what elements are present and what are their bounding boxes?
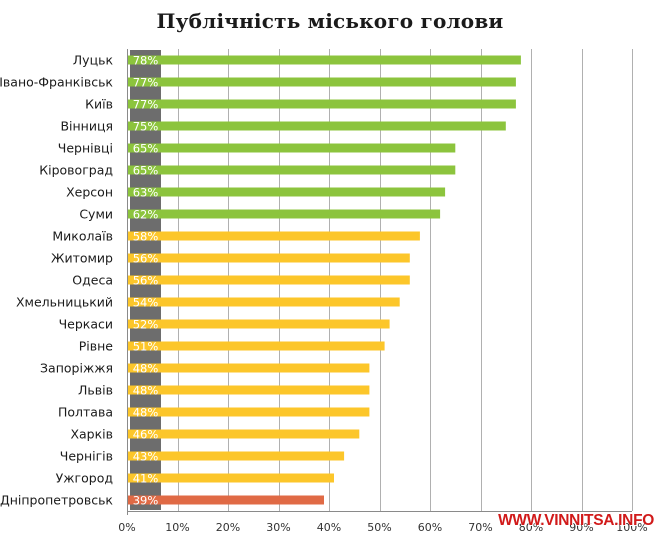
bar (128, 451, 345, 461)
data-label: 63% (133, 186, 159, 200)
category-label: Івано-Франківськ (0, 75, 113, 90)
bar (128, 385, 370, 395)
data-label: 75% (133, 120, 159, 134)
bar (128, 297, 400, 307)
bar (128, 473, 334, 483)
bar (128, 55, 521, 65)
category-label: Чернівці (58, 141, 113, 156)
bar (128, 99, 516, 109)
bar (128, 77, 516, 87)
bar (128, 429, 360, 439)
category-label: Херсон (66, 185, 113, 200)
category-label: Запоріжжя (40, 361, 113, 376)
bar (128, 165, 456, 175)
category-label: Ужгород (56, 471, 113, 486)
bar (128, 231, 420, 241)
bar (128, 121, 506, 131)
category-label: Харків (70, 427, 113, 442)
category-label: Львів (78, 383, 113, 398)
data-label: 65% (133, 142, 159, 156)
data-label: 48% (133, 406, 159, 420)
bar (128, 275, 410, 285)
category-label: Полтава (58, 405, 113, 420)
data-label: 52% (133, 318, 159, 332)
category-label: Хмельницький (16, 295, 113, 310)
category-label: Чернігів (60, 449, 113, 464)
x-tick-label: 20% (216, 521, 240, 534)
x-tick-label: 0% (118, 521, 135, 534)
data-label: 48% (133, 384, 159, 398)
category-label: Черкаси (59, 317, 113, 332)
data-label: 39% (133, 494, 159, 508)
chart-title: Публічність міського голови (156, 9, 504, 33)
data-label: 56% (133, 252, 159, 266)
bar (128, 253, 410, 263)
data-label: 78% (133, 54, 159, 68)
category-label: Рівне (79, 339, 114, 354)
bar (128, 363, 370, 373)
category-label: Київ (85, 97, 113, 112)
category-label: Суми (79, 207, 113, 222)
x-tick-label: 70% (468, 521, 492, 534)
data-label: 65% (133, 164, 159, 178)
data-label: 46% (133, 428, 159, 442)
x-tick-label: 50% (367, 521, 391, 534)
data-label: 54% (133, 296, 159, 310)
data-label: 62% (133, 208, 159, 222)
x-tick-label: 10% (165, 521, 189, 534)
data-label: 56% (133, 274, 159, 288)
bar (128, 319, 390, 329)
bar (128, 209, 441, 219)
bar (128, 143, 456, 153)
category-label: Миколаїв (52, 229, 113, 244)
data-label: 41% (133, 472, 159, 486)
category-label: Житомир (51, 251, 113, 266)
category-label: Одеса (72, 273, 113, 288)
x-tick-label: 80% (519, 521, 543, 534)
data-label: 77% (133, 76, 159, 90)
x-tick-label: 90% (569, 521, 593, 534)
category-label: Кіровоград (39, 163, 113, 178)
category-label: Вінниця (60, 119, 113, 134)
category-label: Дніпропетровськ (0, 493, 113, 508)
x-tick-label: 30% (266, 521, 290, 534)
bar (128, 495, 324, 505)
bar (128, 341, 385, 351)
data-label: 43% (133, 450, 159, 464)
category-label: Луцьк (73, 53, 114, 68)
watermark: WWW.VINNITSA.INFO (498, 512, 654, 529)
bar (128, 407, 370, 417)
x-tick-label: 60% (418, 521, 442, 534)
data-label: 48% (133, 362, 159, 376)
data-label: 51% (133, 340, 159, 354)
bar (128, 187, 446, 197)
x-tick-label: 100% (616, 521, 647, 534)
data-label: 58% (133, 230, 159, 244)
x-tick-label: 40% (317, 521, 341, 534)
data-label: 77% (133, 98, 159, 112)
